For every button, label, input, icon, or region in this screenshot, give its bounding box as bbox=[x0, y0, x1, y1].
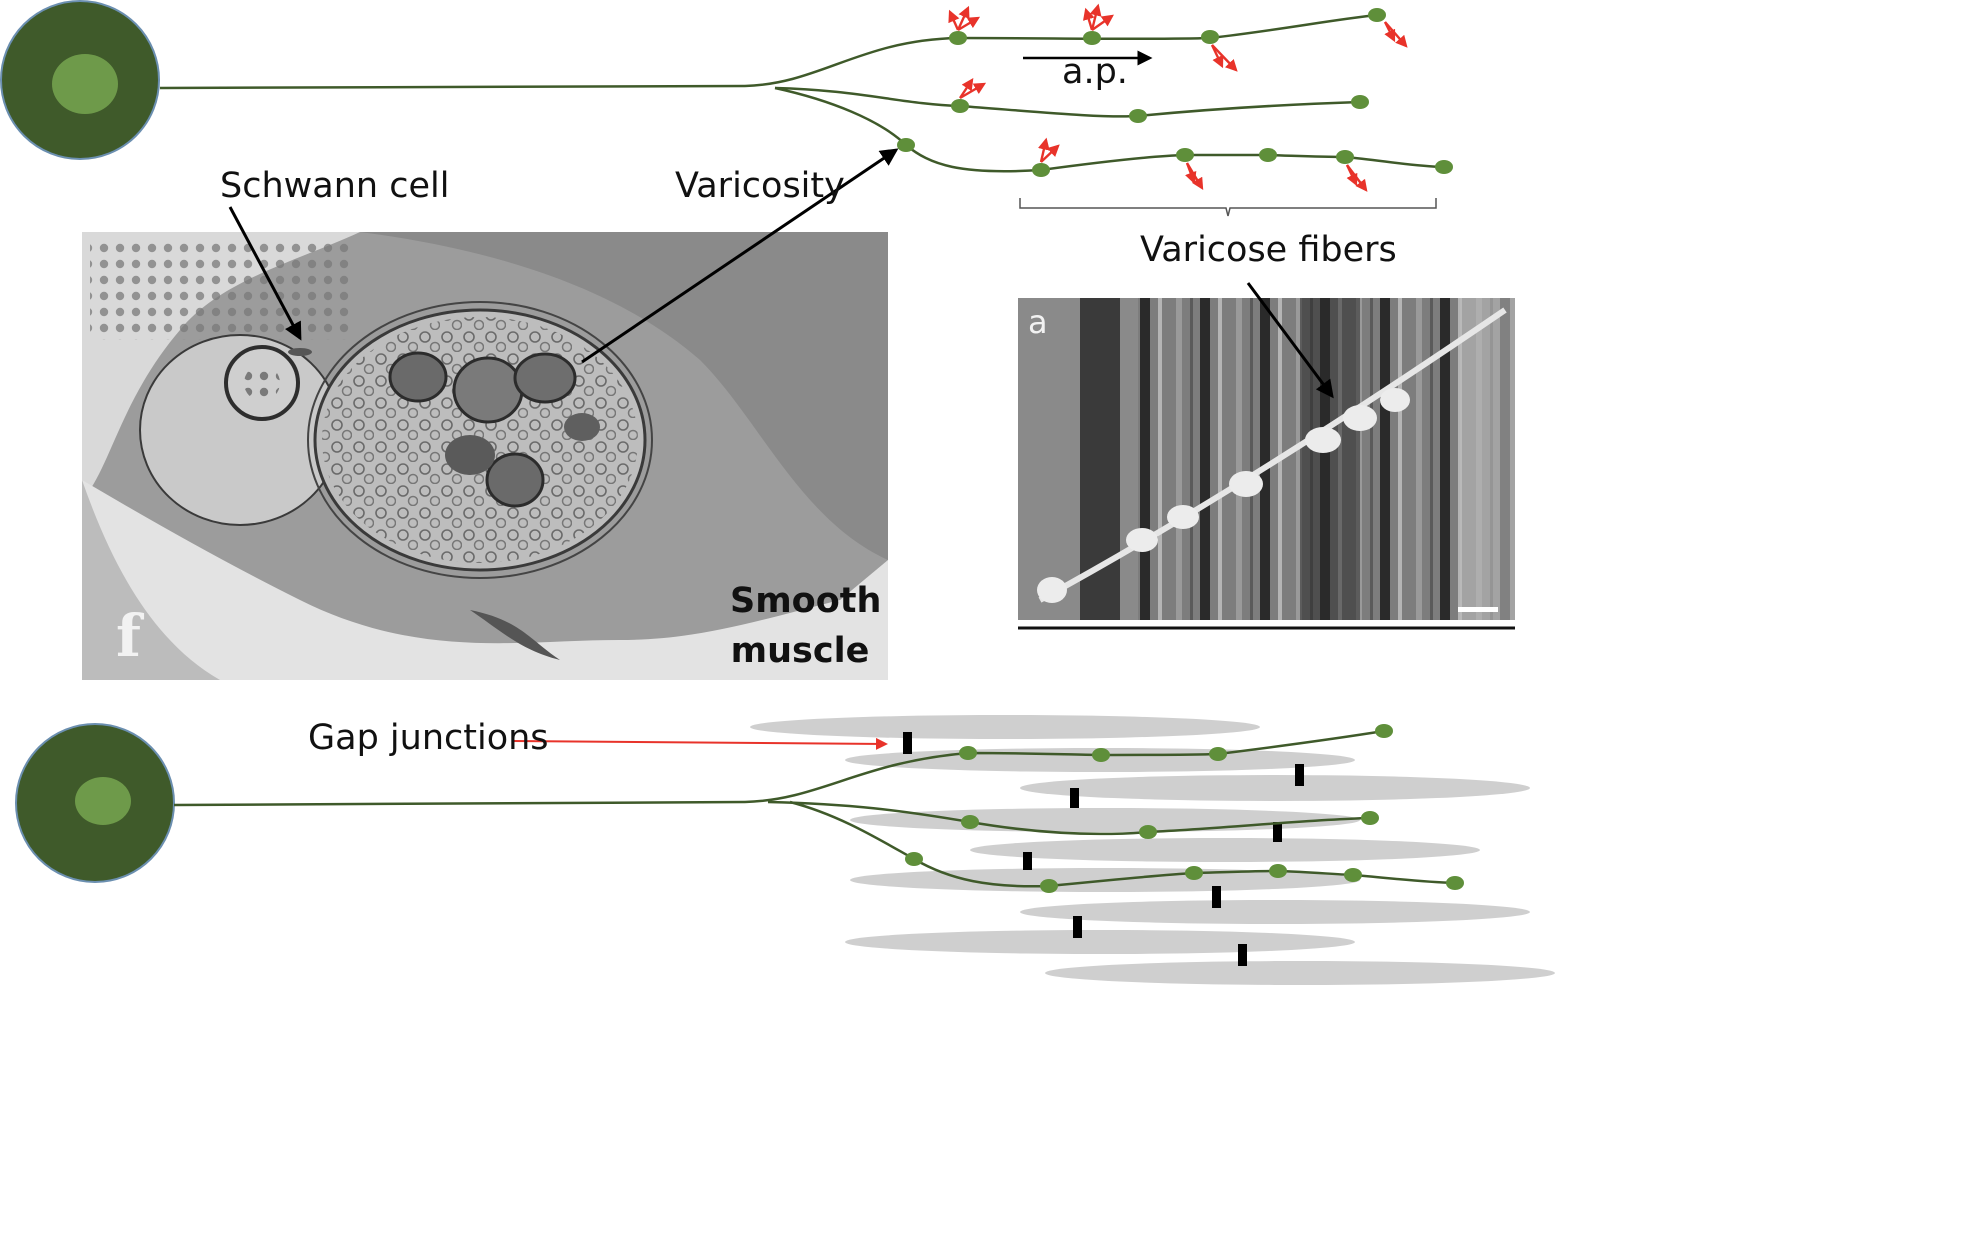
varicosity bbox=[905, 852, 923, 866]
em-panel-letter: f bbox=[116, 602, 145, 670]
fiber-1 bbox=[744, 13, 1378, 88]
top-varicosities bbox=[897, 8, 1453, 177]
varicosity bbox=[1083, 31, 1101, 45]
varicosity bbox=[1344, 868, 1362, 882]
gap-junctions-pointer bbox=[511, 737, 888, 750]
neuron-nucleus bbox=[75, 777, 131, 825]
axon bbox=[159, 84, 746, 90]
varicosity bbox=[1375, 724, 1393, 738]
release-arrows bbox=[948, 3, 1408, 192]
sem-varicose-fiber bbox=[1037, 307, 1507, 603]
varicosity bbox=[1201, 30, 1219, 44]
schwann-cell-pointer bbox=[228, 206, 302, 341]
smooth-muscle-label-line1: Smooth bbox=[730, 581, 882, 621]
varicosity bbox=[1368, 8, 1386, 22]
varicosity bbox=[961, 815, 979, 829]
varicosity bbox=[1129, 109, 1147, 123]
gap-junction bbox=[1070, 788, 1079, 808]
sem-panel-letter: a bbox=[1028, 303, 1048, 341]
varicose-fibers-pointer bbox=[1246, 282, 1334, 399]
gap-junction bbox=[1212, 886, 1221, 908]
varicosity bbox=[1032, 163, 1050, 177]
gap-junction bbox=[1295, 764, 1304, 786]
scanning-electron-micrograph: a bbox=[1018, 298, 1515, 630]
smooth-muscle-label: Smooth muscle bbox=[730, 576, 882, 676]
neuron-nucleus bbox=[52, 54, 118, 114]
varicosity bbox=[1176, 148, 1194, 162]
varicosity bbox=[1435, 160, 1453, 174]
gap-junction bbox=[1238, 944, 1247, 966]
bottom-diagram bbox=[15, 715, 1555, 985]
varicosity bbox=[1185, 866, 1203, 880]
varicosity bbox=[1336, 150, 1354, 164]
varicosity bbox=[1209, 747, 1227, 761]
gap-junctions-label: Gap junctions bbox=[308, 718, 549, 758]
action-potential-label: a.p. bbox=[1062, 52, 1128, 92]
axon bbox=[173, 800, 746, 807]
varicose-fibers-label: Varicose fibers bbox=[1140, 230, 1397, 270]
varicosity bbox=[1259, 148, 1277, 162]
gap-junction bbox=[1073, 916, 1082, 938]
varicose-fibers-bracket bbox=[1019, 198, 1437, 217]
bottom-varicosities bbox=[905, 724, 1464, 893]
varicosity bbox=[1092, 748, 1110, 762]
varicosity-label: Varicosity bbox=[675, 166, 845, 206]
fiber-2 bbox=[767, 800, 1371, 836]
varicosity bbox=[1040, 879, 1058, 893]
electron-micrograph: f bbox=[82, 232, 888, 680]
varicosity bbox=[1361, 811, 1379, 825]
smooth-muscle-label-line2: muscle bbox=[730, 631, 870, 671]
top-fibers bbox=[159, 13, 1445, 173]
fiber-2 bbox=[774, 86, 1361, 118]
varicosity bbox=[1351, 95, 1369, 109]
varicosity bbox=[1269, 864, 1287, 878]
gap-junction bbox=[1023, 852, 1032, 870]
varicosity bbox=[897, 138, 915, 152]
varicosity bbox=[1446, 876, 1464, 890]
schwann-cell-label: Schwann cell bbox=[220, 166, 450, 206]
varicosity bbox=[949, 31, 967, 45]
gap-junction-marks bbox=[903, 732, 1304, 966]
varicosity bbox=[1139, 825, 1157, 839]
top-neuron bbox=[0, 0, 1453, 217]
varicosity-pointer bbox=[581, 148, 899, 364]
varicosity bbox=[951, 99, 969, 113]
varicosity bbox=[959, 746, 977, 760]
gap-junction bbox=[1273, 822, 1282, 842]
gap-junction bbox=[903, 732, 912, 754]
